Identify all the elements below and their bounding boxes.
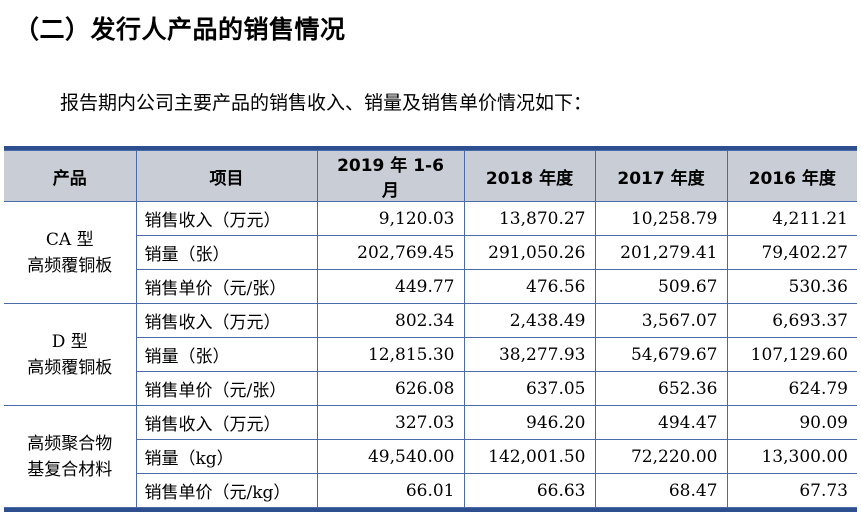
value-cell: 142,001.50	[463, 439, 596, 474]
item-cell: 销量（张）	[136, 337, 318, 372]
value-cell: 946.20	[463, 405, 596, 440]
value-cell: 202,769.45	[316, 235, 465, 270]
value-cell: 12,815.30	[316, 337, 465, 372]
product-name-line1: 高频聚合物	[27, 433, 113, 454]
product-name-line1: D 型	[51, 331, 88, 352]
header-2019h1: 2019 年 1-6 月	[316, 150, 465, 202]
value-cell: 201,279.41	[594, 235, 728, 270]
value-cell: 9,120.03	[316, 201, 465, 236]
header-product: 产品	[4, 150, 137, 202]
value-cell: 449.77	[316, 269, 465, 304]
table-row: 销售单价（元/张） 449.77 476.56 509.67 530.36	[4, 269, 857, 304]
value-cell: 626.08	[316, 371, 465, 406]
item-cell: 销售单价（元/kg）	[136, 473, 318, 508]
value-cell: 67.73	[726, 473, 857, 508]
value-cell: 2,438.49	[463, 303, 596, 338]
product-name-line2: 基复合材料	[27, 459, 113, 480]
header-2016: 2016 年度	[726, 150, 857, 202]
value-cell: 637.05	[463, 371, 596, 406]
item-cell: 销售收入（万元）	[135, 405, 318, 440]
value-cell: 38,277.93	[463, 337, 596, 372]
item-cell: 销售收入（万元）	[135, 303, 318, 338]
item-cell: 销售收入（万元）	[135, 201, 318, 236]
product-cell: CA 型 高频覆铜板	[4, 201, 137, 304]
table-row: CA 型 高频覆铜板 销售收入（万元） 9,120.03 13,870.27 1…	[4, 201, 857, 304]
value-cell: 79,402.27	[726, 235, 857, 270]
product-name-line2: 高频覆铜板	[27, 357, 113, 378]
value-cell: 291,050.26	[463, 235, 596, 270]
table-row: 销量（张） 12,815.30 38,277.93 54,679.67 107,…	[4, 337, 857, 372]
table-row: 销售单价（元/张） 626.08 637.05 652.36 624.79	[4, 371, 857, 406]
table-row: 高频聚合物 基复合材料 销售收入（万元） 327.03 946.20 494.4…	[4, 405, 857, 508]
value-cell: 72,220.00	[594, 439, 728, 474]
item-cell: 销售单价（元/张）	[136, 371, 318, 406]
value-cell: 652.36	[594, 371, 728, 406]
section-heading: （二）发行人产品的销售情况	[14, 15, 346, 44]
intro-paragraph: 报告期内公司主要产品的销售收入、销量及销售单价情况如下：	[60, 92, 593, 114]
value-cell: 107,129.60	[726, 337, 857, 372]
value-cell: 327.03	[316, 405, 465, 440]
value-cell: 530.36	[726, 269, 857, 304]
value-cell: 476.56	[463, 269, 596, 304]
table-row: 销售单价（元/kg） 66.01 66.63 68.47 67.73	[4, 473, 857, 508]
value-cell: 49,540.00	[316, 439, 465, 474]
table-header-row: 产品 项目 2019 年 1-6 月 2018 年度 2017 年度 2016 …	[4, 150, 857, 202]
value-cell: 494.47	[594, 405, 728, 440]
value-cell: 68.47	[594, 473, 728, 508]
value-cell: 4,211.21	[726, 201, 857, 236]
value-cell: 66.01	[316, 473, 465, 508]
product-cell: 高频聚合物 基复合材料	[4, 405, 137, 508]
value-cell: 3,567.07	[594, 303, 728, 338]
item-cell: 销量（张）	[136, 235, 318, 270]
product-name-line1: CA 型	[45, 229, 94, 250]
header-2017: 2017 年度	[594, 150, 728, 202]
value-cell: 13,300.00	[726, 439, 857, 474]
value-cell: 90.09	[726, 405, 857, 440]
product-name-line2: 高频覆铜板	[27, 255, 113, 276]
header-item: 项目	[135, 150, 318, 202]
value-cell: 54,679.67	[594, 337, 728, 372]
value-cell: 509.67	[594, 269, 728, 304]
sales-table: 产品 项目 2019 年 1-6 月 2018 年度 2017 年度 2016 …	[4, 150, 857, 508]
value-cell: 13,870.27	[463, 201, 596, 236]
value-cell: 10,258.79	[594, 201, 728, 236]
sales-table-container: 产品 项目 2019 年 1-6 月 2018 年度 2017 年度 2016 …	[4, 146, 857, 512]
header-2018: 2018 年度	[463, 150, 596, 202]
value-cell: 6,693.37	[726, 303, 857, 338]
table-row: D 型 高频覆铜板 销售收入（万元） 802.34 2,438.49 3,567…	[4, 303, 857, 406]
table-row: 销量（kg） 49,540.00 142,001.50 72,220.00 13…	[4, 439, 857, 474]
value-cell: 624.79	[726, 371, 857, 406]
item-cell: 销售单价（元/张）	[136, 269, 318, 304]
product-cell: D 型 高频覆铜板	[4, 303, 137, 406]
value-cell: 66.63	[463, 473, 596, 508]
value-cell: 802.34	[316, 303, 465, 338]
item-cell: 销量（kg）	[136, 439, 318, 474]
